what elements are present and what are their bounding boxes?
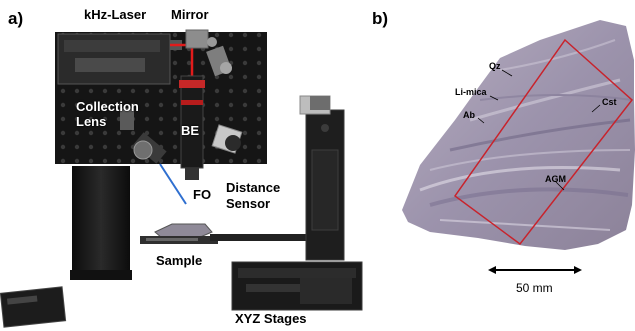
collection-lens-label: Collection Lens — [76, 99, 139, 129]
panel-a-photo — [0, 29, 363, 328]
mirror-mount — [185, 29, 209, 49]
sample-label: Sample — [156, 253, 203, 268]
panel-b-letter: b) — [372, 9, 389, 28]
be-label: BE — [181, 123, 200, 138]
cst-leader — [591, 104, 601, 113]
stages-label: XYZ Stages — [235, 311, 307, 326]
horizontal-rail — [210, 234, 310, 241]
fo-label: FO — [193, 187, 212, 202]
cst-label: Cst — [602, 97, 617, 107]
panel-a-letter: a) — [8, 9, 24, 28]
qz-leader — [501, 69, 513, 77]
scale-bar-label: 50 mm — [516, 281, 553, 295]
laser-label: kHz-Laser — [84, 7, 147, 22]
ab-label: Ab — [463, 110, 475, 120]
beam-expander — [180, 75, 204, 169]
ab-leader — [477, 117, 485, 124]
li-mica-leader — [489, 95, 499, 101]
sample-rock — [154, 223, 213, 239]
optical-fiber — [159, 163, 187, 205]
li-mica-label: Li-mica — [455, 87, 487, 97]
distance-sensor-label: Distance Sensor — [226, 180, 281, 211]
mirror-label: Mirror — [171, 7, 209, 22]
rock-banding — [419, 39, 633, 231]
scale-bar — [488, 266, 582, 274]
agm-label: AGM — [545, 174, 566, 184]
collection-lens-assembly — [120, 108, 167, 164]
controller-box — [0, 286, 67, 328]
roi-rectangle — [453, 38, 634, 246]
qz-label: Qz — [489, 61, 501, 71]
panel-b-photo — [402, 20, 635, 274]
vertical-post — [72, 166, 130, 278]
agm-leader — [555, 181, 565, 191]
